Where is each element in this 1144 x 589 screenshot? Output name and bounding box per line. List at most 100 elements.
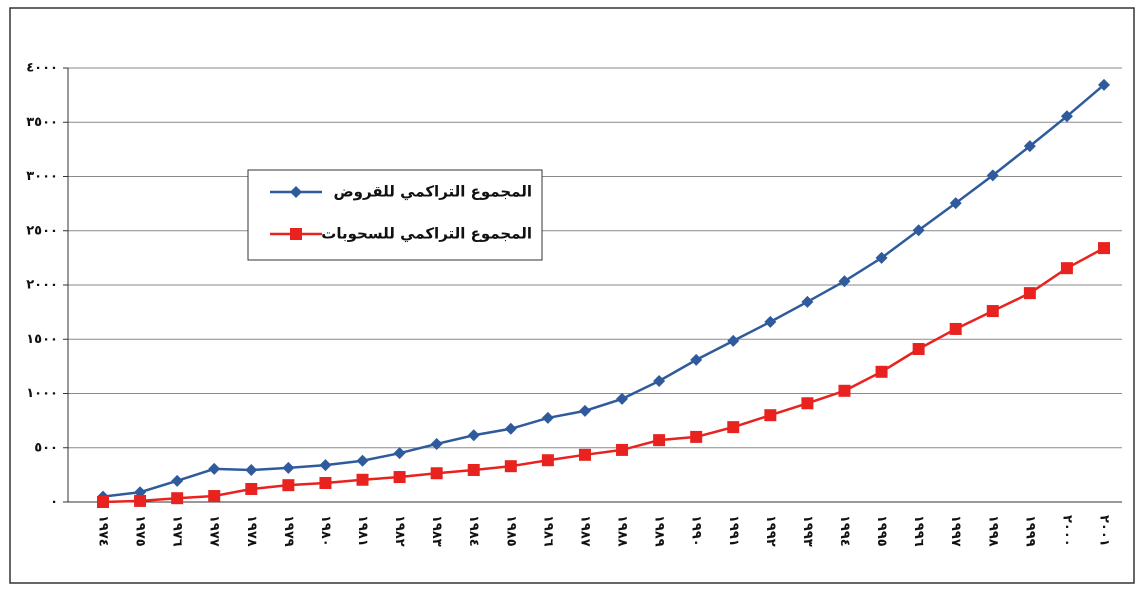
x-tick-label: ١٩٩١	[726, 515, 741, 547]
x-tick-label: ١٩٨٠	[318, 515, 333, 547]
x-tick-label: ١٩٩٩	[1022, 515, 1037, 547]
marker	[97, 496, 109, 508]
marker	[541, 454, 554, 467]
x-tick-label: ١٩٩٢	[763, 515, 778, 547]
marker	[1023, 287, 1036, 300]
x-tick-label: ٢٠٠٠	[1059, 515, 1074, 547]
series-line	[102, 247, 1105, 504]
legend-marker	[290, 186, 302, 198]
x-tick-label: ١٩٨٥	[503, 515, 518, 547]
marker	[356, 454, 369, 467]
x-tick-label: ١٩٩٧	[948, 515, 963, 547]
x-tick-label: ٢٠٠١	[1097, 515, 1112, 547]
marker	[319, 477, 332, 490]
x-tick-label: ١٩٨٤	[466, 515, 481, 547]
marker	[1098, 242, 1110, 255]
y-tick-label: ٣٥٠٠	[26, 115, 58, 130]
marker	[504, 422, 517, 435]
x-tick-label: ١٩٨٧	[577, 515, 592, 547]
marker	[727, 334, 740, 347]
y-tick-label: ٥٠٠	[34, 440, 58, 455]
legend-label: المجموع التراكمي للسحوبات	[321, 225, 532, 243]
x-tick-label: ١٩٧٤	[96, 515, 111, 547]
x-tick-label: ١٩٩٥	[874, 515, 889, 547]
legend-marker	[290, 228, 302, 240]
chart-frame	[9, 7, 1135, 584]
marker	[875, 251, 888, 264]
marker	[393, 471, 406, 484]
marker	[838, 275, 851, 288]
x-tick-label: ١٩٧٦	[170, 515, 185, 547]
marker	[1060, 262, 1073, 275]
marker	[912, 224, 925, 237]
marker	[616, 443, 629, 456]
marker	[430, 467, 443, 480]
marker	[764, 409, 777, 422]
legend-box	[247, 169, 543, 261]
marker	[467, 463, 480, 476]
marker	[1098, 78, 1110, 91]
x-tick-label: ١٩٨٨	[615, 515, 630, 547]
marker	[764, 315, 777, 328]
x-tick-label: ١٩٨٩	[652, 515, 667, 547]
marker	[986, 169, 999, 182]
marker	[949, 197, 962, 210]
marker	[208, 462, 221, 475]
marker	[356, 473, 369, 486]
marker	[245, 463, 258, 476]
marker	[838, 384, 851, 397]
marker	[875, 365, 888, 378]
y-tick-label: ١٥٠٠	[26, 332, 58, 347]
y-tick-label: ٠	[50, 495, 58, 510]
marker	[393, 447, 406, 460]
marker	[616, 392, 629, 405]
x-tick-label: ١٩٩٤	[837, 515, 852, 547]
y-tick-label: ٤٠٠٠	[26, 61, 58, 76]
marker	[949, 322, 962, 335]
marker	[282, 479, 295, 492]
marker	[578, 404, 591, 417]
marker	[171, 474, 184, 487]
y-tick-label: ١٠٠٠	[26, 386, 58, 401]
y-tick-label: ٢٥٠٠	[26, 223, 58, 238]
marker	[986, 305, 999, 318]
marker	[801, 397, 814, 410]
legend-label: المجموع التراكمي للقروض	[333, 183, 532, 201]
marker	[171, 492, 184, 505]
marker	[653, 375, 666, 388]
marker	[690, 430, 703, 443]
x-tick-label: ١٩٧٥	[133, 515, 148, 547]
marker	[282, 461, 295, 474]
y-tick-label: ٣٠٠٠	[26, 169, 58, 184]
marker	[245, 482, 258, 495]
x-tick-label: ١٩٨٣	[429, 515, 444, 547]
x-tick-label: ١٩٨٢	[392, 515, 407, 547]
x-tick-label: ١٩٩٣	[800, 515, 815, 547]
x-tick-label: ١٩٩٨	[985, 515, 1000, 547]
x-tick-label: ١٩٩٦	[911, 515, 926, 547]
marker	[134, 494, 147, 507]
x-tick-label: ١٩٨٦	[540, 515, 555, 547]
marker	[727, 421, 740, 434]
marker	[319, 459, 332, 472]
marker	[653, 434, 666, 447]
marker	[690, 353, 703, 366]
y-tick-label: ٢٠٠٠	[26, 278, 58, 293]
marker	[430, 437, 443, 450]
marker	[504, 460, 517, 473]
x-tick-label: ١٩٧٨	[244, 515, 259, 547]
marker	[1060, 110, 1073, 123]
marker	[801, 295, 814, 308]
x-tick-label: ١٩٩٠	[689, 515, 704, 547]
marker	[912, 343, 925, 356]
marker	[1023, 140, 1036, 153]
series-line	[102, 83, 1105, 498]
x-tick-label: ١٩٨١	[355, 515, 370, 547]
marker	[208, 490, 221, 503]
x-tick-label: ١٩٧٩	[281, 515, 296, 547]
marker	[578, 448, 591, 461]
marker	[467, 429, 480, 442]
marker	[541, 411, 554, 424]
x-tick-label: ١٩٧٧	[207, 515, 222, 547]
